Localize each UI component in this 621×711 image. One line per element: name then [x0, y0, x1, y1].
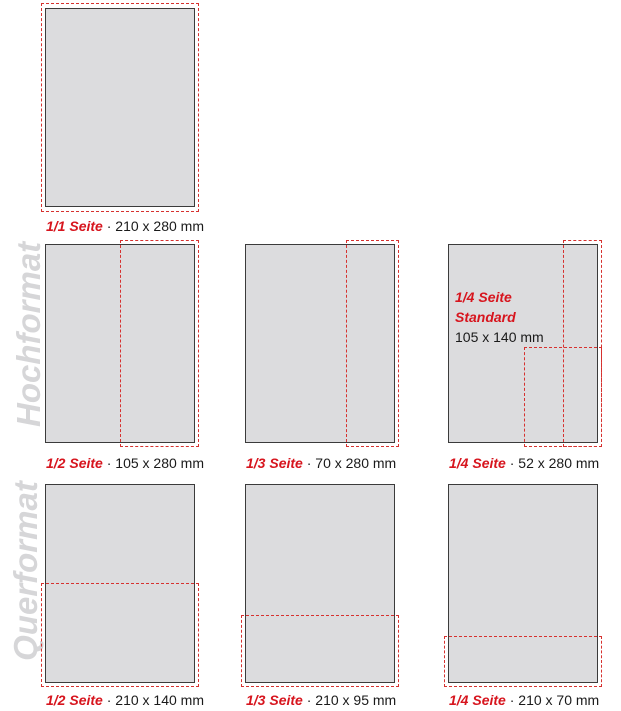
caption-third-portrait-dims: 70 x 280 mm — [315, 455, 397, 471]
section-label-portrait: Hochformat — [10, 241, 47, 427]
caption-quarter-portrait: 1/4 Seite · 52 x 280 mm — [449, 455, 599, 471]
quarter-standard-dims: 105 x 140 mm — [455, 329, 544, 345]
caption-half-landscape: 1/2 Seite · 210 x 140 mm — [46, 692, 204, 708]
caption-half-landscape-dims: 210 x 140 mm — [115, 692, 204, 708]
caption-quarter-landscape-label: 1/4 Seite — [449, 692, 506, 708]
caption-quarter-landscape-dims: 210 x 70 mm — [518, 692, 600, 708]
caption-quarter-portrait-dims: 52 x 280 mm — [518, 455, 600, 471]
quarter-standard-label-2: Standard — [455, 309, 516, 325]
caption-full: 1/1 Seite · 210 x 280 mm — [46, 218, 204, 234]
caption-half-portrait-sep: · — [102, 455, 116, 471]
area-half-portrait — [120, 240, 199, 447]
caption-quarter-portrait-sep: · — [505, 455, 519, 471]
page-third-landscape — [245, 484, 395, 683]
caption-half-portrait-label: 1/2 Seite — [46, 455, 103, 471]
caption-full-sep: · — [102, 218, 116, 234]
page-full — [45, 8, 195, 207]
caption-third-landscape-dims: 210 x 95 mm — [315, 692, 397, 708]
area-half-landscape — [41, 583, 199, 687]
section-label-landscape: Querformat — [7, 481, 44, 661]
caption-third-portrait-sep: · — [302, 455, 316, 471]
quarter-standard-label-1: 1/4 Seite — [455, 289, 512, 305]
area-third-landscape — [241, 615, 399, 687]
caption-half-portrait: 1/2 Seite · 105 x 280 mm — [46, 455, 204, 471]
page-third-portrait — [245, 244, 395, 443]
caption-full-dims: 210 x 280 mm — [115, 218, 204, 234]
area-quarter-standard — [524, 347, 602, 447]
caption-quarter-portrait-label: 1/4 Seite — [449, 455, 506, 471]
caption-half-landscape-sep: · — [102, 692, 116, 708]
caption-full-label: 1/1 Seite — [46, 218, 103, 234]
caption-third-portrait: 1/3 Seite · 70 x 280 mm — [246, 455, 396, 471]
page-quarter-portrait — [448, 244, 598, 443]
caption-quarter-landscape-sep: · — [505, 692, 519, 708]
caption-third-portrait-label: 1/3 Seite — [246, 455, 303, 471]
caption-third-landscape-label: 1/3 Seite — [246, 692, 303, 708]
caption-third-landscape: 1/3 Seite · 210 x 95 mm — [246, 692, 396, 708]
area-full-bleed — [41, 3, 199, 212]
page-quarter-landscape — [448, 484, 598, 683]
caption-third-landscape-sep: · — [302, 692, 316, 708]
quarter-standard-callout: 1/4 Seite Standard 105 x 140 mm — [455, 287, 544, 347]
area-third-portrait — [346, 240, 399, 447]
caption-quarter-landscape: 1/4 Seite · 210 x 70 mm — [449, 692, 599, 708]
caption-half-landscape-label: 1/2 Seite — [46, 692, 103, 708]
area-quarter-landscape — [444, 636, 602, 687]
caption-half-portrait-dims: 105 x 280 mm — [115, 455, 204, 471]
